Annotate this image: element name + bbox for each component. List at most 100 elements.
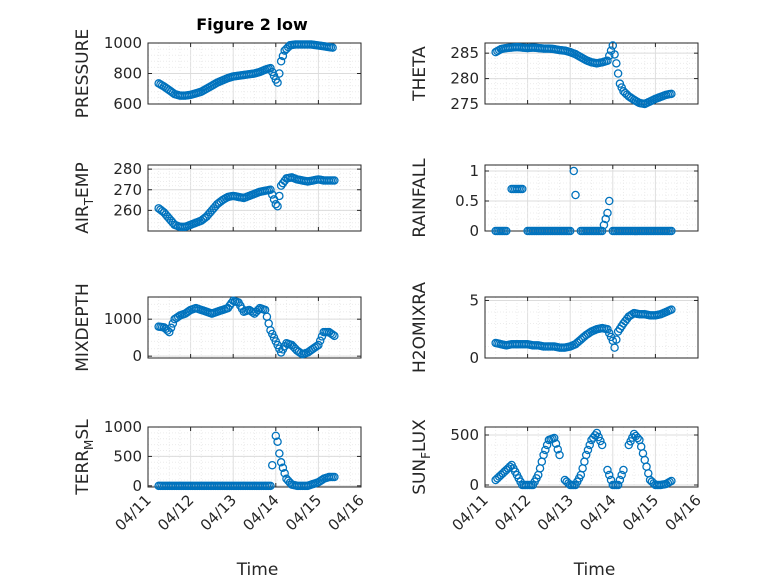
data-point: [603, 208, 612, 218]
y-tick-label: 0: [469, 476, 479, 494]
data-point: [166, 323, 176, 333]
data-point: [612, 335, 621, 344]
data-point: [613, 69, 623, 78]
data-point: [266, 481, 275, 491]
data-point: [605, 51, 614, 60]
y-axis-label: PRESSURE: [73, 29, 93, 118]
y-tick-label: 0: [469, 349, 479, 367]
data-point: [273, 437, 282, 446]
y-axis-label: THETA: [410, 46, 430, 102]
data-point: [551, 439, 561, 448]
data-point: [612, 59, 621, 68]
data-point: [276, 458, 286, 467]
data-point: [667, 89, 676, 99]
data-point: [633, 433, 642, 443]
y-tick-label: 1000: [104, 34, 142, 52]
y-tick-label: 260: [113, 201, 142, 219]
subplot-row1-right: 275 280 285 THETA: [410, 41, 699, 113]
data-point: [330, 472, 339, 482]
data-point: [271, 199, 281, 209]
data-point: [330, 176, 339, 185]
axes-frame: [484, 426, 699, 488]
data-point: [569, 166, 579, 176]
data-point: [248, 308, 257, 317]
y-tick-label: 1000: [104, 310, 142, 328]
subplot-row2-left: 260 270 280 AIRTEMP: [73, 160, 362, 234]
x-axis-label: Time: [236, 560, 279, 580]
axes-frame: [484, 42, 699, 105]
data-point: [594, 432, 603, 442]
data-point: [608, 41, 618, 50]
axes-frame: [147, 296, 362, 359]
data-point: [597, 226, 607, 236]
y-axis-label: H2OMIXRA: [410, 282, 430, 373]
data-point: [315, 336, 325, 345]
data-point: [275, 449, 284, 458]
data-point: [275, 191, 284, 201]
data-point: [619, 465, 628, 475]
data-point: [667, 476, 676, 486]
y-tick-label: 5: [469, 291, 479, 309]
y-tick-label: 0: [132, 477, 142, 495]
y-tick-label: 600: [113, 95, 142, 113]
y-tick-label: 500: [113, 447, 142, 465]
data-point: [314, 340, 323, 350]
data-point: [267, 460, 277, 470]
data-point: [613, 480, 623, 490]
data-point: [555, 450, 564, 460]
subplot-row1-left: 600 800 1000 PRESSURE: [73, 29, 362, 118]
data-point: [601, 214, 610, 224]
data-point: [271, 431, 281, 441]
data-point: [280, 469, 289, 478]
y-axis-label: RAINFALL: [410, 158, 430, 238]
axes-frame: [484, 296, 699, 359]
data-point: [541, 445, 550, 455]
data-point: [599, 220, 609, 230]
data-point: [539, 450, 548, 460]
data-point: [667, 305, 676, 314]
data-point: [571, 190, 580, 200]
y-axis-label: AIRTEMP: [73, 162, 96, 233]
subplot-row3-left: 0 1000 MIXDEPTH: [73, 283, 362, 372]
y-tick-label: 1000: [104, 418, 142, 436]
data-point: [603, 465, 612, 475]
data-point: [592, 428, 602, 438]
data-point: [615, 475, 625, 485]
data-point: [275, 69, 284, 78]
data-point: [585, 440, 594, 450]
data-point: [502, 226, 511, 236]
data-point: [165, 327, 174, 337]
y-tick-label: 0: [132, 347, 142, 365]
y-tick-label: 0.5: [455, 192, 479, 210]
data-point: [276, 57, 286, 66]
data-point: [273, 201, 282, 211]
data-point: [278, 463, 288, 473]
data-point: [610, 343, 619, 352]
y-tick-label: 1: [469, 162, 479, 180]
data-point: [583, 445, 593, 455]
y-axis-label: TERRMSL: [73, 419, 96, 496]
data-point: [597, 440, 607, 450]
y-axis-label: MIXDEPTH: [73, 283, 93, 372]
y-tick-label: 280: [113, 160, 142, 178]
y-tick-label: 275: [450, 95, 479, 113]
y-tick-label: 500: [450, 426, 479, 444]
y-tick-label: 270: [113, 181, 142, 199]
figure-title: Figure 2 low: [196, 15, 308, 34]
data-point: [605, 196, 614, 206]
data-point: [549, 433, 559, 443]
data-point: [273, 78, 282, 87]
x-axis-label: Time: [573, 560, 616, 580]
data-point: [266, 185, 275, 194]
data-point: [328, 43, 337, 52]
subplot-row3-right: 0 5 H2OMIXRA: [410, 282, 699, 373]
data-point: [278, 51, 288, 61]
y-tick-label: 800: [113, 65, 142, 83]
data-point: [328, 330, 337, 339]
data-point: [605, 470, 614, 480]
data-point: [565, 226, 575, 236]
y-axis-label: SUNFLUX: [410, 419, 433, 495]
data-point: [610, 50, 619, 59]
data-point: [667, 226, 676, 236]
